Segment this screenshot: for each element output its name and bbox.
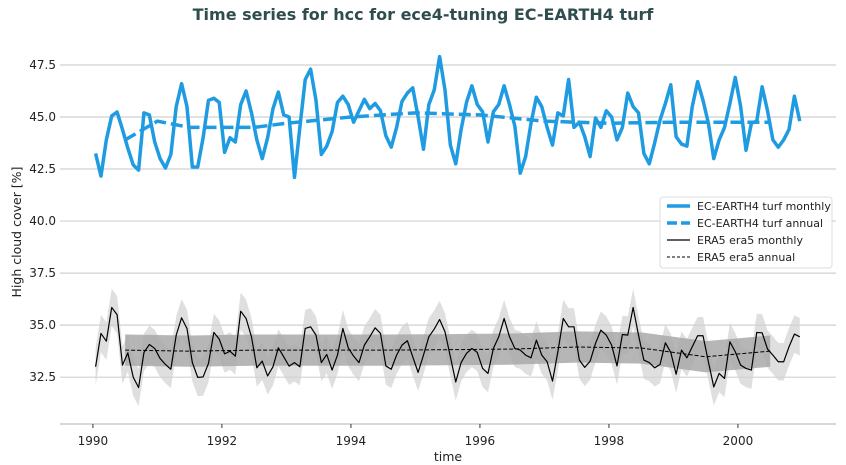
legend-label-era5-annual: ERA5 era5 annual: [697, 251, 795, 264]
x-tick-label: 1990: [78, 434, 109, 448]
y-axis-label: High cloud cover [%]: [9, 167, 24, 298]
x-tick-label: 1994: [336, 434, 367, 448]
y-tick-label: 32.5: [29, 370, 56, 384]
axes: 32.5 35.0 37.5 40.0 42.5 45.0 47.5 1990 1992 1994…: [29, 58, 836, 448]
series-line-era5-era5-annual: [125, 346, 771, 358]
legend-box: [659, 196, 833, 269]
series-line-era5-era5-monthly: [94, 306, 801, 389]
y-tick-label: 45.0: [29, 110, 56, 124]
band-era5-era5-annual: [125, 331, 771, 373]
x-axis-label: time: [434, 449, 463, 464]
chart-title: Time series for hcc for ece4-tuning EC-E…: [192, 5, 654, 24]
y-tick-label: 35.0: [29, 318, 56, 332]
y-tick-label: 42.5: [29, 162, 56, 176]
x-tick-label: 1996: [465, 434, 496, 448]
series-line-ec-earth4-turf-monthly: [93, 54, 802, 180]
x-tick-label: 2000: [723, 434, 754, 448]
legend-label-ec-earth4-monthly: EC-EARTH4 turf monthly: [697, 200, 831, 213]
legend-label-era5-monthly: ERA5 era5 monthly: [697, 234, 803, 247]
legend: EC-EARTH4 turf monthly EC-EARTH4 turf an…: [659, 196, 833, 269]
y-tick-label: 40.0: [29, 214, 56, 228]
y-tick-label: 37.5: [29, 266, 56, 280]
x-tick-label: 1998: [594, 434, 625, 448]
legend-label-ec-earth4-annual: EC-EARTH4 turf annual: [697, 217, 823, 230]
y-tick-label: 47.5: [29, 58, 56, 72]
x-tick-label: 1992: [207, 434, 238, 448]
series-lines: [93, 54, 802, 389]
uncertainty-bands: [95, 288, 800, 407]
series-line-ec-earth4-turf-annual: [124, 111, 771, 142]
